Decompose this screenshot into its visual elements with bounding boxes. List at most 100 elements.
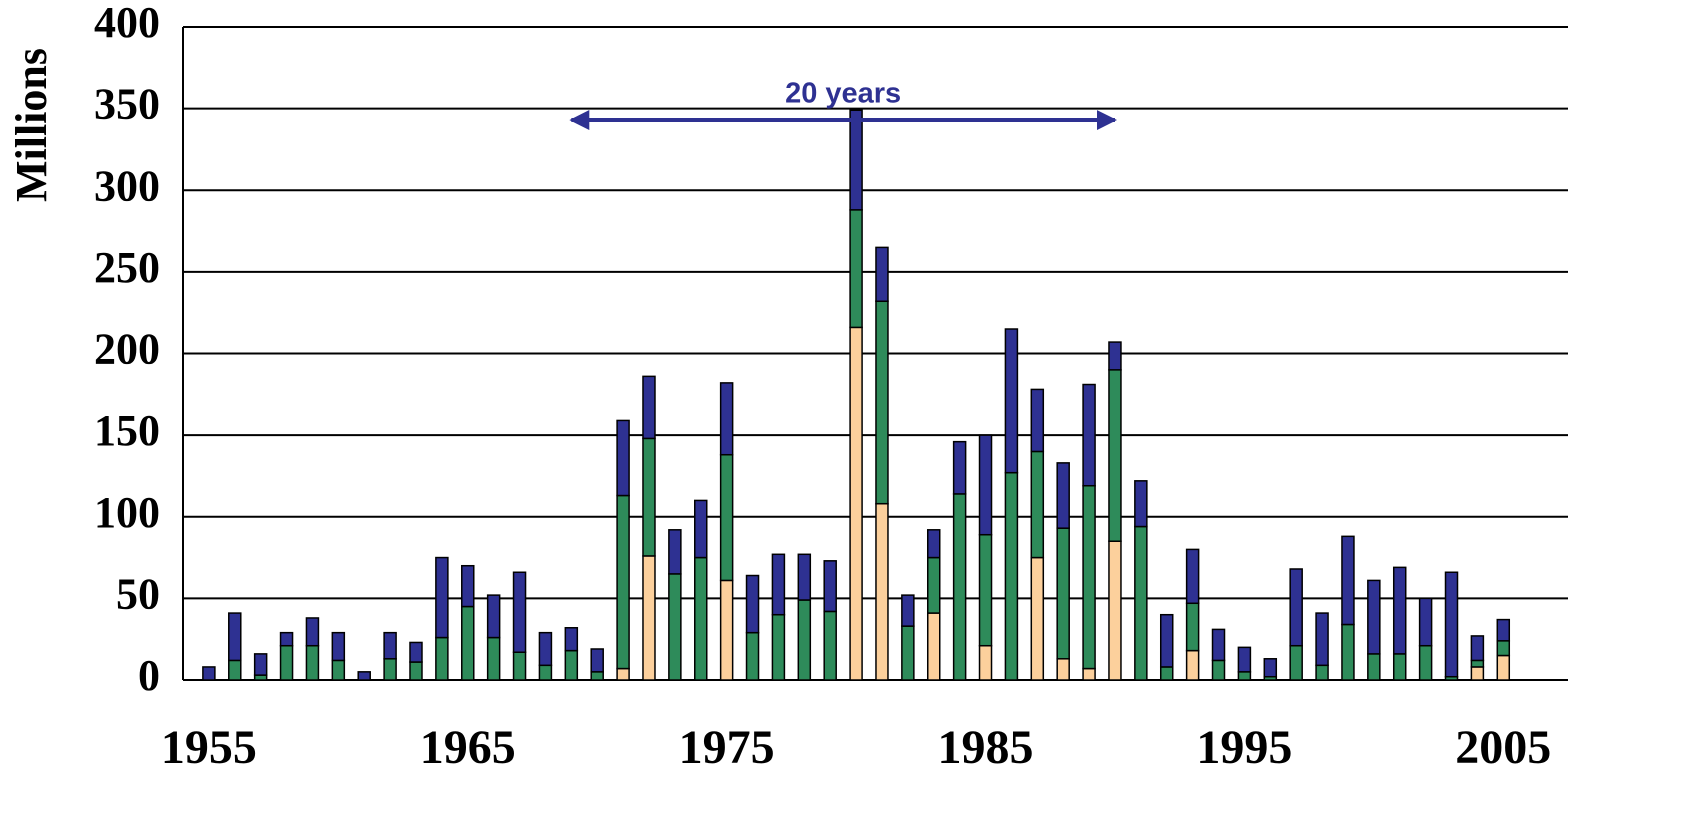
y-tick-label: 0 (138, 651, 160, 700)
annotation: 20 years (785, 78, 901, 110)
bar-segment (1082, 383, 1096, 487)
bar-segment (1496, 654, 1511, 681)
bar-segment (926, 529, 941, 559)
bar-segment (1056, 462, 1070, 529)
bar-segment (383, 631, 397, 660)
bar-segment (1392, 653, 1407, 681)
bar-segment (1237, 671, 1252, 681)
bar-segment (357, 671, 371, 681)
bar-segment (1289, 568, 1303, 647)
bar-segment (1418, 644, 1433, 681)
bar-segment (1134, 525, 1148, 681)
bar-segment (1367, 579, 1381, 655)
bar-segment (409, 641, 423, 663)
bar-segment (642, 555, 656, 681)
y-tick-label: 100 (94, 488, 160, 537)
bar-segment (253, 653, 268, 676)
bar-segment (1159, 666, 1174, 681)
bar-segment (1211, 628, 1226, 662)
x-tick-label: 1955 (161, 721, 257, 774)
bar-segment (228, 659, 242, 681)
bar-segment (1030, 450, 1045, 559)
bar-segment (1108, 369, 1122, 542)
bar-segment (331, 631, 346, 662)
bar-segment (1108, 341, 1122, 371)
bar-segment (279, 644, 294, 681)
bar-segment (719, 453, 734, 582)
bar-segment (279, 631, 294, 647)
x-tick-label: 1975 (679, 721, 775, 774)
bar-segment (694, 499, 708, 559)
y-tick-label: 400 (94, 0, 160, 47)
bar-segment (1418, 597, 1433, 647)
bar-segment (616, 667, 630, 681)
bar-segment (1341, 623, 1355, 681)
x-tick-label: 2005 (1455, 721, 1551, 774)
bar-segment (926, 556, 941, 614)
bar-segment (461, 564, 475, 608)
bar-segment (1496, 640, 1511, 657)
bar-segment (1315, 612, 1329, 667)
bar-segment (1367, 653, 1381, 681)
bar-segment (1082, 484, 1096, 670)
bar-segment (694, 556, 708, 681)
bar-segment (771, 553, 786, 616)
bar-segment (1315, 664, 1329, 681)
bar-segment (797, 553, 812, 601)
y-tick-label: 150 (94, 406, 160, 455)
bar-segment (538, 664, 553, 681)
bar-segment (1289, 644, 1303, 681)
bar-segment (797, 599, 812, 681)
bar-segment (875, 300, 889, 505)
bar-segment (1185, 649, 1200, 681)
bar-segment (435, 636, 449, 681)
bar-segment (616, 494, 630, 670)
bar-segment (1496, 618, 1511, 642)
bar-segment (409, 661, 423, 681)
bar-segment (1108, 540, 1122, 681)
bar-segment (1263, 658, 1278, 678)
y-tick-label: 50 (116, 569, 160, 618)
bar-segment (305, 644, 320, 681)
bar-segment (719, 579, 734, 681)
y-tick-label: 350 (94, 80, 160, 129)
bar-segment (926, 612, 941, 681)
bar-segment (978, 644, 993, 681)
bar-segment (512, 571, 527, 653)
bar-segment (719, 382, 734, 456)
bar-segment (590, 648, 604, 673)
bar-segment (823, 560, 837, 613)
bar-segment (901, 625, 915, 681)
bar-segment (745, 574, 760, 634)
bar-segment (590, 671, 604, 681)
bar-segment (978, 434, 993, 536)
bar-segment (1470, 635, 1485, 662)
x-tick-label: 1985 (938, 721, 1034, 774)
bar-segment (771, 613, 786, 681)
x-tick-label: 1995 (1196, 721, 1292, 774)
y-axis-label: Millions (7, 48, 56, 202)
bar-segment (1211, 659, 1226, 681)
bar-segment (978, 533, 993, 647)
bar-segment (305, 617, 320, 647)
bar-segment (952, 440, 967, 495)
bar-segment (642, 437, 656, 557)
bar-segment (1030, 388, 1045, 453)
bar-segment (1444, 571, 1459, 678)
bar-segment (461, 605, 475, 681)
bar-segment (1341, 535, 1355, 626)
bar-segment (952, 493, 967, 681)
bar-segment (1134, 480, 1148, 528)
bar-segment (331, 659, 346, 681)
bar-segment (1056, 658, 1070, 681)
bar-segment (1470, 666, 1485, 681)
bar-segment (849, 209, 863, 329)
bar-segment (1082, 667, 1096, 681)
bar-segment (642, 375, 656, 440)
bar-segment (538, 631, 553, 667)
bar-segment (486, 594, 501, 639)
bar-segment (383, 658, 397, 681)
bar-segment (875, 246, 889, 303)
bar-segment (564, 649, 579, 681)
